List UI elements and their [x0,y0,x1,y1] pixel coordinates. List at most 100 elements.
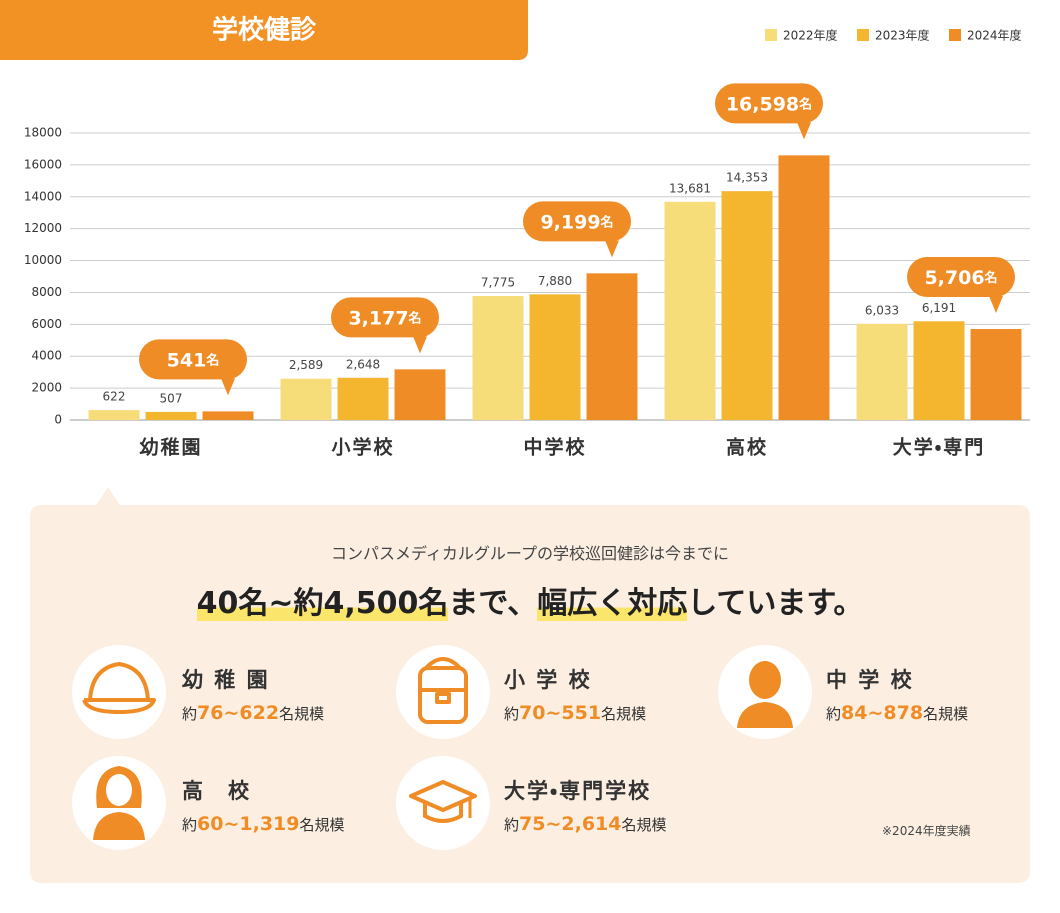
bar [721,191,773,420]
x-tick-label: 小学校 [331,436,394,459]
bar [202,411,254,420]
item-min: 84 [841,702,868,724]
headline-part: 40名~約4,500名 [196,586,449,621]
icon-cap [82,662,156,714]
data-label: 14,353 [726,171,768,185]
data-label: 3,177名 [348,307,421,329]
item-post: 名規模 [279,705,325,723]
item-min: 60 [197,813,224,835]
item-sep: ~ [867,702,884,724]
item-name: 小 学 校 [504,668,592,692]
data-label: 2,589 [289,358,323,372]
item-pre: 約 [182,705,198,723]
item: 中 学 校約84~878名規模 [826,664,968,724]
callout-bubble [715,83,823,124]
item-min: 70 [519,702,546,724]
data-label: 7,775 [481,276,515,290]
item: 小 学 校約70~551名規模 [504,664,646,724]
item-sep: ~ [223,702,240,724]
item-max: 878 [883,702,924,724]
icon-girl [93,766,145,840]
item-sep: ~ [545,702,562,724]
item: 幼 稚 園約76~622名規模 [182,664,324,724]
data-label-unit: 名 [600,214,614,230]
legend-swatch [857,29,869,41]
x-tick-label: 幼稚園 [139,436,202,459]
data-label-value: 9,199 [540,211,600,233]
callout-pointer [797,122,811,140]
bar [913,321,965,420]
callout-pointer [413,336,427,354]
item-max: 2,614 [561,813,622,835]
note: ※2024年度実績 [882,824,971,838]
data-label-value: 5,706 [924,267,984,289]
data-label: 9,199名 [540,211,613,233]
data-label-unit: 名 [984,270,998,286]
data-label: 7,880 [538,274,572,288]
item: 高 校約60~1,319名規模 [182,775,345,835]
item-range: 約70~551名規模 [504,702,646,724]
y-tick-label: 16000 [24,157,62,171]
y-tick-label: 2000 [31,381,62,395]
y-tick-label: 8000 [31,285,62,299]
item-name: 幼 稚 園 [182,668,270,692]
legend-swatch [765,29,777,41]
data-label-unit: 名 [205,352,219,368]
data-label: 6,033 [865,303,899,317]
callout-pointer [989,296,1003,314]
item-range: 約75~2,614名規模 [504,813,667,835]
bar [856,323,908,420]
callout-bubble [523,201,631,242]
x-tick-label: 中学校 [523,436,586,459]
item-post: 名規模 [923,705,969,723]
data-label-value: 541 [167,349,207,371]
item-pre: 約 [826,705,842,723]
data-label-value: 3,177 [348,307,408,329]
item-pre: 約 [504,705,520,723]
callout: 16,598名 [715,83,823,140]
legend-label: 2023年度 [875,29,930,43]
y-tick-label: 0 [54,413,62,427]
headline-part: しています。 [687,586,864,621]
y-tick-label: 4000 [31,349,62,363]
item-max: 1,319 [239,813,300,835]
data-label-unit: 名 [798,96,812,112]
icon-backpack [418,657,468,724]
x-tick-label: 大学・専門 [893,436,985,459]
item-sep: ~ [223,813,240,835]
y-tick-label: 10000 [24,253,62,267]
item-name: 高 校 [182,779,251,803]
bar [778,155,830,420]
item-post: 名規模 [299,816,345,834]
x-tick-label: 高校 [726,436,768,459]
item-sep: ~ [545,813,562,835]
data-label: 6,191 [922,301,956,315]
item-pre: 約 [504,816,520,834]
title-banner [0,0,528,60]
item-min: 76 [197,702,224,724]
callout: 3,177名 [331,297,439,354]
item-post: 名規模 [621,816,667,834]
bar [586,273,638,420]
data-label: 13,681 [669,181,711,195]
legend-label: 2024年度 [967,29,1022,43]
bar [394,369,446,420]
item-pre: 約 [182,816,198,834]
icon-boy [737,661,793,728]
item-post: 名規模 [601,705,647,723]
y-tick-label: 6000 [31,317,62,331]
legend-swatch [949,29,961,41]
item-min: 75 [519,813,546,835]
callout-bubble [139,339,247,380]
bar [337,377,389,420]
callout-pointer [605,240,619,258]
bar [529,294,581,420]
data-label: 5,706名 [924,267,997,289]
bar [145,411,197,420]
item-range: 約76~622名規模 [182,702,324,724]
lead-text: コンパスメディカルグループの学校巡回健診は今までに [331,544,729,563]
item: 大学・専門学校 約75~2,614名規模 [504,775,667,835]
icon-mortarboard [409,780,477,823]
callout-pointer [221,378,235,396]
y-tick-label: 18000 [24,126,62,140]
